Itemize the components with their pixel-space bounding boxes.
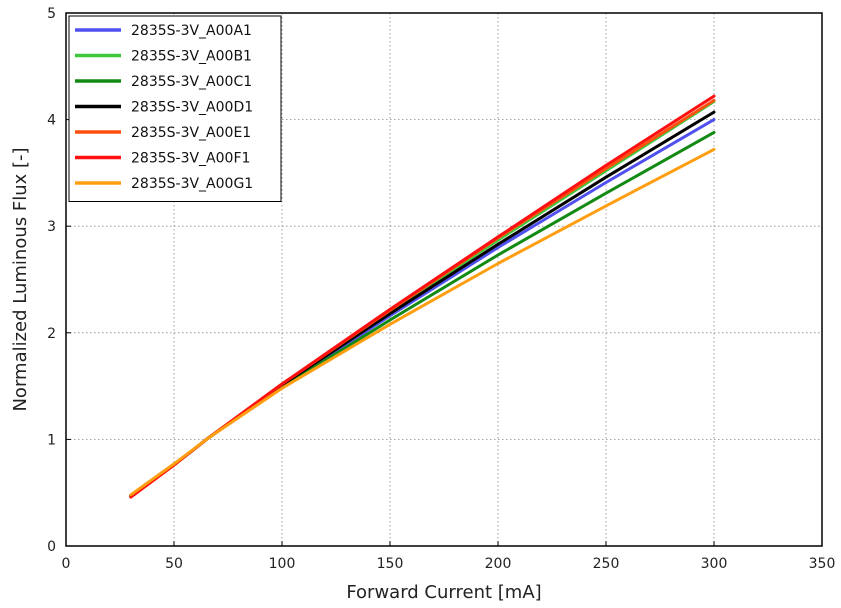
x-tick-label: 150 (377, 556, 404, 572)
y-tick-label: 3 (47, 219, 56, 235)
y-tick-label: 5 (47, 6, 56, 22)
x-tick-label: 0 (62, 556, 71, 572)
x-tick-label: 350 (809, 556, 836, 572)
legend-entry-label: 2835S-3V_A00B1 (131, 49, 252, 65)
x-tick-label: 50 (165, 556, 183, 572)
legend-entry-label: 2835S-3V_A00F1 (131, 151, 250, 167)
x-tick-label: 300 (701, 556, 728, 572)
x-tick-label: 250 (593, 556, 620, 572)
legend-entry-label: 2835S-3V_A00G1 (131, 176, 253, 192)
legend-entry-label: 2835S-3V_A00D1 (131, 100, 253, 116)
legend-entry-label: 2835S-3V_A00E1 (131, 125, 251, 141)
y-tick-label: 0 (47, 539, 56, 555)
legend: 2835S-3V_A00A1 2835S-3V_A00B1 2835S-3V_A00… (68, 15, 282, 202)
legend-entry-label: 2835S-3V_A00C1 (131, 74, 252, 90)
y-tick-label: 4 (47, 113, 56, 129)
y-tick-label: 2 (47, 326, 56, 342)
y-axis-label: Normalized Luminous Flux [-] (10, 147, 31, 411)
series-line (129, 147, 716, 497)
plot-area-frame (65, 12, 823, 547)
x-tick-label: 100 (269, 556, 296, 572)
x-tick-label: 200 (485, 556, 512, 572)
series-lines (129, 94, 716, 499)
legend-box (68, 15, 282, 202)
x-axis-label: Forward Current [mA] (346, 582, 541, 603)
axis-ticks: 0 50 100 150 200 250 300 350 0 1 2 3 4 5 (47, 6, 835, 572)
legend-entry-label: 2835S-3V_A00A1 (131, 23, 252, 39)
y-tick-label: 1 (47, 432, 56, 448)
